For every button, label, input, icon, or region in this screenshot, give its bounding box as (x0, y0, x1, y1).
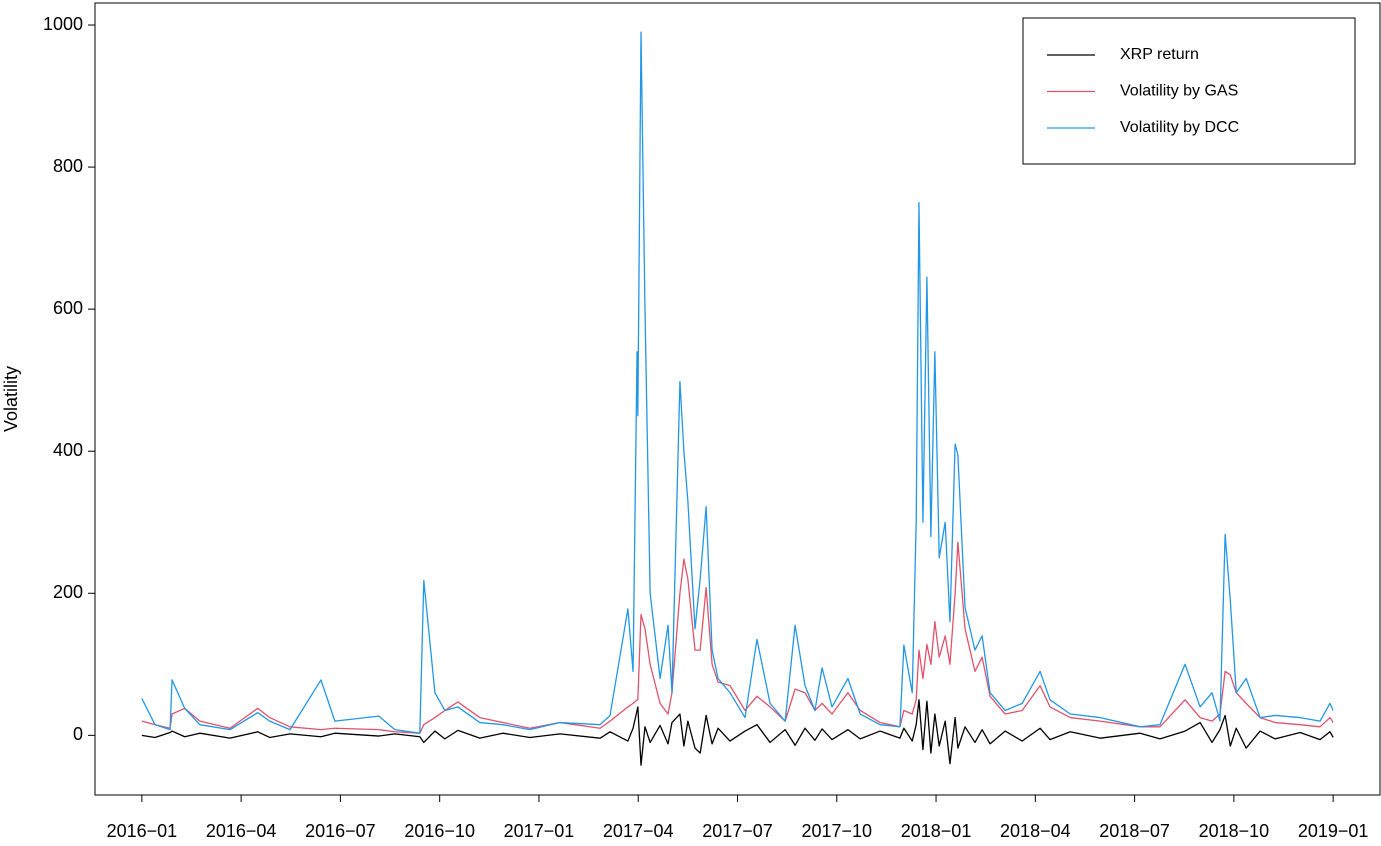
x-tick-label: 2016−10 (404, 821, 475, 841)
legend-label: Volatility by GAS (1120, 83, 1238, 100)
series-line (141, 541, 1334, 734)
x-tick-label: 2018−01 (901, 821, 972, 841)
y-axis-label: Volatility (1, 366, 21, 432)
x-tick-label: 2017−07 (702, 821, 773, 841)
legend: XRP return Volatility by GAS Volatility by… (1022, 17, 1356, 165)
y-tick-label: 0 (73, 724, 83, 744)
legend-label: XRP return (1120, 46, 1199, 63)
x-tick-label: 2016−07 (305, 821, 376, 841)
x-tick-label: 2018−07 (1099, 821, 1170, 841)
x-tick-label: 2017−01 (504, 821, 575, 841)
legend-label: Volatility by DCC (1120, 119, 1239, 136)
y-tick-label: 600 (53, 298, 83, 318)
y-tick-label: 400 (53, 440, 83, 460)
y-tick-label: 200 (53, 582, 83, 602)
x-tick-label: 2016−01 (107, 821, 178, 841)
x-tick-label: 2018−04 (1000, 821, 1071, 841)
x-tick-label: 2018−10 (1199, 821, 1270, 841)
y-tick-label: 1000 (43, 14, 83, 34)
x-tick-label: 2019−01 (1298, 821, 1369, 841)
series-line (141, 699, 1334, 766)
x-tick-label: 2017−04 (603, 821, 674, 841)
x-tick-label: 2017−10 (801, 821, 872, 841)
x-tick-label: 2016−04 (206, 821, 277, 841)
series-line (141, 31, 1334, 734)
y-tick-label: 800 (53, 156, 83, 176)
